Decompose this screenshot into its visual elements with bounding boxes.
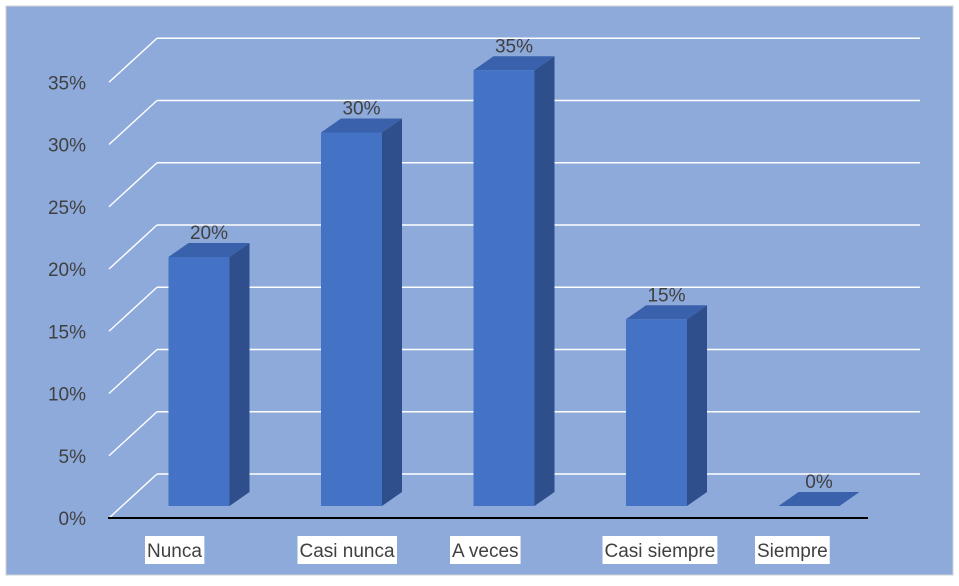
y-axis-ticks: 0% 5% 10% 15% 20% 25% 30% 35% [48,73,86,530]
category-label-text: A veces [452,541,519,562]
data-label: 20% [190,223,228,244]
category-label-box [450,536,521,564]
category-label-text: Siempre [757,541,828,562]
y-tick-label: 25% [48,198,86,219]
y-tick-label: 15% [48,322,86,343]
bar-top [168,243,250,257]
category-label: Siempre [755,536,830,564]
category-label-text: Casi nunca [300,541,395,562]
bar [321,132,382,506]
bars [168,56,860,506]
bar [626,319,687,506]
bar-top [321,118,402,133]
category-label-box [755,536,830,564]
category-label-text: Casi siempre [605,541,716,562]
bar [473,70,535,506]
category-label-box [297,536,397,564]
bar-side [534,56,555,506]
gridline-diagonal [108,286,158,332]
data-label: 15% [647,285,685,306]
category-label-box [145,536,205,564]
category-label: Casi nunca [297,536,397,564]
category-labels: Nunca Casi nunca A veces Casi siempre Siempr… [145,536,830,564]
bar-side [229,243,250,506]
gridline-diagonal [108,473,158,519]
y-tick-label: 0% [59,509,87,530]
bar-side [382,118,402,506]
gridline-diagonal [108,162,158,208]
category-label-box [602,536,718,564]
category-label: Nunca [145,536,205,564]
gridline-diagonal [108,224,158,270]
category-label-text: Nunca [147,541,202,562]
gridline-diagonal [108,99,158,146]
y-tick-label: 5% [59,447,87,468]
bar-side [687,305,707,506]
bar-top [473,56,555,71]
y-tick-label: 30% [48,136,86,157]
gridline-diagonal [108,37,158,83]
gridline-diagonal [108,411,158,457]
data-label: 0% [805,472,833,493]
bar-top [626,305,707,320]
data-label: 30% [342,99,380,120]
bar [168,257,230,506]
data-label: 35% [495,36,533,57]
category-label: Casi siempre [602,536,718,564]
y-tick-label: 20% [48,260,86,281]
bar-top [778,492,860,506]
category-label: A veces [450,536,521,564]
data-labels: 20% 30% 35% 15% 0% [190,36,833,493]
gridline-diagonal [108,348,158,395]
y-tick-label: 35% [48,73,86,94]
y-tick-label: 10% [48,385,86,406]
